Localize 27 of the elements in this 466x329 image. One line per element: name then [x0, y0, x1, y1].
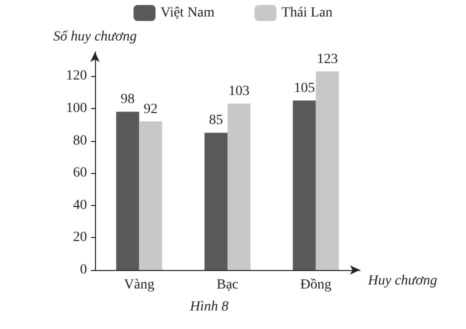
- y-tick-label: 120: [66, 68, 87, 84]
- bar: [228, 104, 250, 270]
- data-label: 123: [316, 52, 338, 67]
- y-tick-label: 20: [73, 230, 87, 246]
- legend-label: Việt Nam: [160, 6, 215, 20]
- legend-label: Thái Lan: [282, 6, 332, 20]
- y-tick-label: 60: [73, 166, 87, 181]
- bar: [292, 100, 316, 270]
- y-tick-label: 40: [73, 198, 87, 213]
- bar: [116, 112, 140, 270]
- data-label: 85: [209, 113, 223, 128]
- data-label: 98: [120, 92, 135, 108]
- x-axis-title: Huy chương: [367, 274, 438, 288]
- y-axis-title: Số huy chương: [53, 30, 137, 44]
- x-tick-label: Vàng: [124, 278, 154, 292]
- y-tick-label: 80: [73, 133, 87, 148]
- data-label: 103: [228, 84, 250, 100]
- y-tick-label: 100: [66, 101, 87, 116]
- data-label: 105: [294, 80, 315, 96]
- bar: [204, 132, 228, 270]
- x-tick-label: Đồng: [300, 278, 332, 292]
- data-label: 92: [144, 102, 158, 117]
- bar: [316, 71, 339, 270]
- bar: [139, 121, 162, 270]
- y-tick-label: 0: [80, 262, 87, 278]
- text: Hình 8: [189, 300, 228, 314]
- x-tick-label: Bạc: [216, 278, 238, 292]
